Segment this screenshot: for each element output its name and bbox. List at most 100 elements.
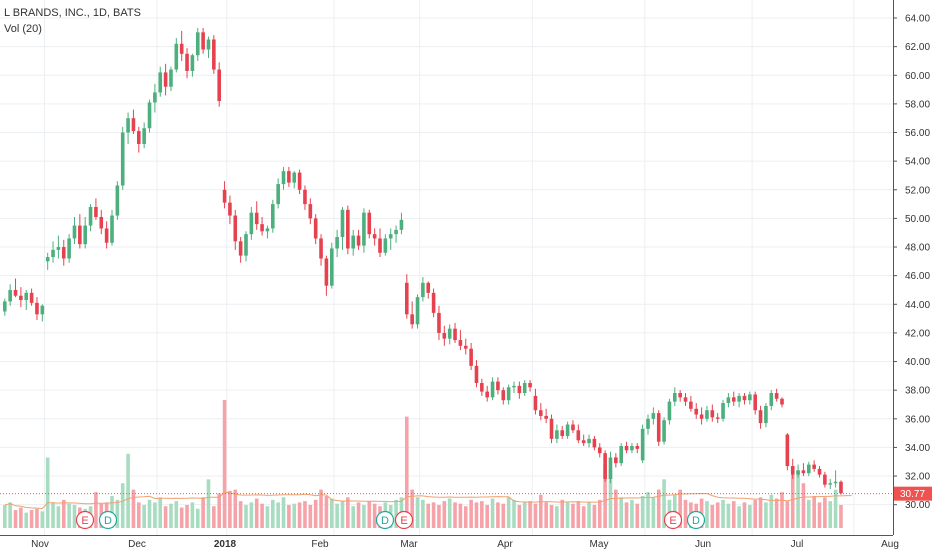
- candle-body[interactable]: [13, 289, 18, 296]
- candle-body[interactable]: [587, 438, 591, 444]
- candle-body[interactable]: [469, 348, 473, 366]
- candle-body[interactable]: [104, 228, 109, 243]
- candle-body[interactable]: [828, 483, 833, 485]
- candle-body[interactable]: [110, 215, 114, 243]
- candle-body[interactable]: [608, 457, 613, 479]
- candle-body[interactable]: [212, 39, 216, 70]
- candle-body[interactable]: [83, 225, 87, 245]
- candle-body[interactable]: [721, 403, 725, 419]
- candle-body[interactable]: [244, 234, 248, 256]
- candle-body[interactable]: [640, 428, 645, 461]
- candle-body[interactable]: [265, 228, 270, 232]
- candle-body[interactable]: [463, 345, 468, 349]
- dividend-icon[interactable]: D: [98, 510, 118, 530]
- candle-body[interactable]: [179, 43, 184, 54]
- candle-body[interactable]: [731, 397, 736, 402]
- candle-body[interactable]: [367, 212, 372, 235]
- candle-body[interactable]: [45, 257, 50, 262]
- candle-body[interactable]: [597, 447, 602, 454]
- candle-body[interactable]: [447, 328, 452, 339]
- candle-body[interactable]: [801, 470, 806, 474]
- candle-body[interactable]: [512, 385, 516, 388]
- candle-body[interactable]: [19, 295, 23, 300]
- candle-body[interactable]: [619, 446, 623, 464]
- candle-body[interactable]: [137, 131, 141, 144]
- candle-body[interactable]: [281, 171, 286, 185]
- candle-body[interactable]: [394, 229, 398, 235]
- symbol-title[interactable]: L BRANDS, INC., 1D, BATS: [4, 7, 141, 19]
- candle-body[interactable]: [163, 72, 168, 87]
- candle-body[interactable]: [67, 238, 71, 259]
- candle-body[interactable]: [689, 401, 693, 409]
- candle-body[interactable]: [378, 238, 382, 253]
- candle-body[interactable]: [431, 292, 436, 313]
- candle-body[interactable]: [533, 395, 538, 411]
- candle-body[interactable]: [195, 32, 200, 56]
- candle-body[interactable]: [308, 204, 313, 219]
- candle-body[interactable]: [260, 224, 264, 232]
- candle-body[interactable]: [254, 212, 259, 225]
- candle-body[interactable]: [131, 118, 136, 132]
- candle-body[interactable]: [383, 238, 388, 253]
- candle-body[interactable]: [120, 132, 125, 186]
- candle-body[interactable]: [415, 297, 420, 325]
- candle-body[interactable]: [833, 481, 838, 484]
- candle-body[interactable]: [496, 381, 500, 391]
- candle-body[interactable]: [753, 394, 757, 411]
- candle-body[interactable]: [517, 385, 522, 394]
- candle-body[interactable]: [158, 72, 163, 93]
- candle-body[interactable]: [142, 128, 146, 144]
- candle-body[interactable]: [249, 212, 254, 235]
- candle-body[interactable]: [324, 258, 329, 286]
- candle-body[interactable]: [764, 405, 768, 424]
- candle-body[interactable]: [726, 397, 731, 404]
- volume-indicator-label[interactable]: Vol (20): [4, 23, 42, 35]
- candle-body[interactable]: [560, 430, 565, 436]
- candle-body[interactable]: [742, 395, 747, 401]
- candle-body[interactable]: [24, 292, 29, 300]
- candle-body[interactable]: [748, 394, 752, 401]
- candle-body[interactable]: [785, 434, 790, 467]
- candle-body[interactable]: [169, 69, 173, 87]
- candle-body[interactable]: [490, 381, 495, 398]
- candle-body[interactable]: [356, 235, 361, 246]
- candle-body[interactable]: [206, 39, 211, 50]
- candle-body[interactable]: [453, 328, 457, 341]
- candle-body[interactable]: [539, 410, 543, 416]
- candle-body[interactable]: [56, 247, 61, 250]
- candle-body[interactable]: [796, 470, 800, 475]
- candle-body[interactable]: [678, 393, 682, 398]
- candle-body[interactable]: [174, 43, 179, 70]
- candle-body[interactable]: [3, 301, 7, 312]
- candle-body[interactable]: [501, 390, 506, 401]
- candle-body[interactable]: [410, 314, 414, 325]
- candle-body[interactable]: [372, 234, 377, 239]
- candle-body[interactable]: [426, 282, 431, 293]
- candle-body[interactable]: [40, 305, 45, 315]
- candle-body[interactable]: [624, 446, 629, 451]
- candle-body[interactable]: [94, 206, 98, 217]
- candle-body[interactable]: [271, 204, 275, 229]
- candle-body[interactable]: [549, 418, 554, 439]
- candle-body[interactable]: [839, 481, 843, 494]
- candle-body[interactable]: [673, 393, 677, 402]
- candle-body[interactable]: [790, 466, 795, 475]
- candle-body[interactable]: [662, 420, 666, 442]
- candle-body[interactable]: [233, 215, 238, 242]
- candle-body[interactable]: [710, 410, 715, 418]
- dividend-icon[interactable]: D: [375, 510, 395, 530]
- candle-body[interactable]: [228, 202, 232, 216]
- candle-body[interactable]: [185, 53, 189, 71]
- candle-body[interactable]: [421, 282, 425, 298]
- candle-body[interactable]: [812, 464, 816, 469]
- dividend-icon[interactable]: D: [686, 510, 706, 530]
- candle-body[interactable]: [297, 172, 302, 190]
- candle-body[interactable]: [238, 241, 243, 256]
- candle-body[interactable]: [576, 430, 581, 441]
- candle-body[interactable]: [522, 383, 527, 394]
- candle-body[interactable]: [29, 292, 34, 303]
- candle-body[interactable]: [705, 410, 709, 419]
- candle-body[interactable]: [147, 102, 152, 129]
- candle-body[interactable]: [99, 216, 104, 229]
- candle-body[interactable]: [335, 237, 339, 249]
